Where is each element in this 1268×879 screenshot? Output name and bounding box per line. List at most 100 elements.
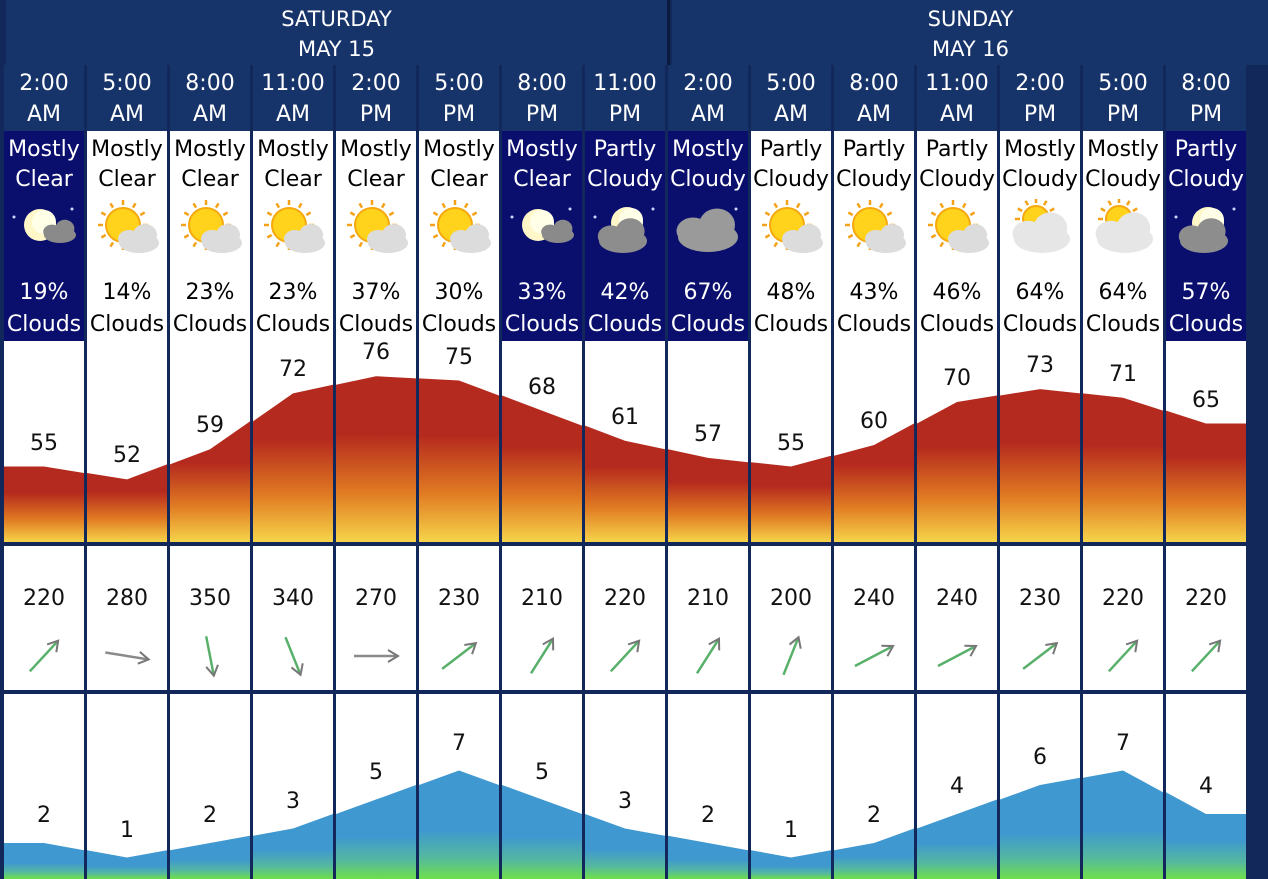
condition-icon bbox=[12, 207, 76, 243]
temperature-fill bbox=[419, 378, 499, 542]
wind-cell: 220 bbox=[1083, 546, 1163, 690]
condition-line2: Clear bbox=[430, 167, 488, 192]
cloud-pct-value: 33% bbox=[517, 280, 567, 305]
wind-arrow-icon bbox=[204, 636, 219, 678]
cloud-label: Clouds bbox=[587, 312, 663, 337]
wind-direction-value: 280 bbox=[106, 586, 148, 611]
condition-text: Mostly Clear bbox=[336, 135, 416, 195]
temperature-bar bbox=[1166, 410, 1246, 542]
condition-line1: Partly bbox=[925, 137, 989, 162]
wave-height-fill bbox=[4, 843, 84, 879]
forecast-column: 11:00 AM Mostly Clear 23% Clouds 72 340 3 bbox=[253, 65, 333, 879]
wind-cell: 230 bbox=[1000, 546, 1080, 690]
wind-arrow-icon bbox=[854, 644, 895, 668]
sun-cloud-icon bbox=[264, 200, 325, 253]
condition-line1: Partly bbox=[593, 137, 657, 162]
condition-icon bbox=[98, 200, 159, 253]
time-value: 2:00 bbox=[683, 71, 733, 96]
condition-line1: Mostly bbox=[91, 137, 163, 162]
condition-line2: Cloudy bbox=[1002, 167, 1078, 192]
cloud-label: Clouds bbox=[6, 312, 82, 337]
wave-height-value: 1 bbox=[784, 817, 798, 843]
condition-text: Mostly Cloudy bbox=[1083, 135, 1163, 195]
time-value: 5:00 bbox=[766, 71, 816, 96]
wind-cell: 230 bbox=[419, 546, 499, 690]
wind-arrow-icon bbox=[1190, 639, 1222, 673]
temperature-bar bbox=[336, 376, 416, 542]
time-ampm: AM bbox=[275, 102, 311, 127]
time-header: 2:00 PM bbox=[1000, 65, 1080, 131]
wave-height-cell: 2 bbox=[668, 694, 748, 879]
time-value: 8:00 bbox=[517, 71, 567, 96]
time-header: 5:00 PM bbox=[419, 65, 499, 131]
condition-text: Mostly Clear bbox=[170, 135, 250, 195]
cloud-label: Clouds bbox=[338, 312, 414, 337]
time-value: 5:00 bbox=[1098, 71, 1148, 96]
wind-arrow-icon bbox=[284, 636, 304, 677]
cloudy-sun-icon bbox=[1095, 199, 1153, 253]
temperature-value: 61 bbox=[611, 404, 639, 430]
time-value: 5:00 bbox=[102, 71, 152, 96]
time-header: 11:00 AM bbox=[917, 65, 997, 131]
time-ampm: PM bbox=[359, 102, 393, 127]
temperature-cell: 68 bbox=[502, 341, 582, 542]
wave-height-bar bbox=[502, 785, 582, 879]
wave-height-cell: 4 bbox=[917, 694, 997, 879]
temperature-cell: 71 bbox=[1083, 341, 1163, 542]
cloud-pct-value: 64% bbox=[1015, 280, 1065, 305]
wave-height-value: 2 bbox=[203, 803, 217, 828]
wind-direction-value: 270 bbox=[355, 586, 397, 611]
time-value: 8:00 bbox=[849, 71, 899, 96]
time-ampm: AM bbox=[192, 102, 228, 127]
wind-arrow-icon bbox=[937, 644, 978, 668]
condition-text: Mostly Clear bbox=[87, 135, 167, 195]
time-ampm: AM bbox=[109, 102, 145, 127]
condition-line2: Cloudy bbox=[587, 167, 663, 192]
wave-height-bar bbox=[87, 850, 167, 879]
wind-direction-value: 220 bbox=[1185, 586, 1227, 611]
wave-height-fill bbox=[419, 770, 499, 879]
time-header: 2:00 AM bbox=[4, 65, 84, 131]
wind-arrow-icon bbox=[354, 649, 400, 663]
temperature-value: 76 bbox=[362, 341, 390, 366]
wave-height-value: 6 bbox=[1033, 745, 1047, 770]
temperature-value: 60 bbox=[860, 409, 888, 434]
cloud-label: Clouds bbox=[172, 312, 248, 337]
temperature-bar bbox=[585, 425, 665, 542]
condition-line1: Mostly bbox=[174, 137, 246, 162]
day-date: MAY 16 bbox=[931, 37, 1010, 61]
wind-direction-value: 340 bbox=[272, 586, 314, 611]
temperature-value: 55 bbox=[30, 430, 58, 456]
condition-cell: Mostly Clear 23% Clouds bbox=[170, 131, 250, 341]
cloud-label: Clouds bbox=[504, 312, 580, 337]
condition-text: Mostly Clear bbox=[253, 135, 333, 195]
temperature-fill bbox=[585, 425, 665, 542]
time-value: 11:00 bbox=[261, 71, 325, 96]
wind-cell: 210 bbox=[502, 546, 582, 690]
condition-cell: Mostly Clear 30% Clouds bbox=[419, 131, 499, 341]
condition-cell: Partly Cloudy 42% Clouds bbox=[585, 131, 665, 341]
time-header: 8:00 PM bbox=[1166, 65, 1246, 131]
time-ampm: PM bbox=[1106, 102, 1140, 127]
condition-icon bbox=[347, 200, 408, 253]
temperature-fill bbox=[336, 376, 416, 542]
temperature-value: 57 bbox=[694, 421, 722, 447]
cloud-percent: 43% Clouds bbox=[834, 277, 914, 341]
cloud-percent: 33% Clouds bbox=[502, 277, 582, 341]
wave-height-bar bbox=[253, 814, 333, 879]
forecast-column: 2:00 PM Mostly Clear 37% Clouds 76 270 5 bbox=[336, 65, 416, 879]
wind-direction-value: 220 bbox=[604, 586, 646, 611]
time-ampm: PM bbox=[608, 102, 642, 127]
forecast-column: 5:00 PM Mostly Clear 30% Clouds 75 230 7 bbox=[419, 65, 499, 879]
time-header: 8:00 PM bbox=[502, 65, 582, 131]
cloud-label: Clouds bbox=[1168, 312, 1244, 337]
wave-height-fill bbox=[834, 828, 914, 879]
cloudy-sun-icon bbox=[1012, 199, 1070, 253]
wave-height-value: 3 bbox=[618, 788, 632, 814]
time-header: 2:00 AM bbox=[668, 65, 748, 131]
cloud-percent: 46% Clouds bbox=[917, 277, 997, 341]
temperature-bar bbox=[253, 384, 333, 542]
wave-height-bar bbox=[170, 835, 250, 879]
wind-cell: 210 bbox=[668, 546, 748, 690]
temperature-fill bbox=[834, 423, 914, 542]
